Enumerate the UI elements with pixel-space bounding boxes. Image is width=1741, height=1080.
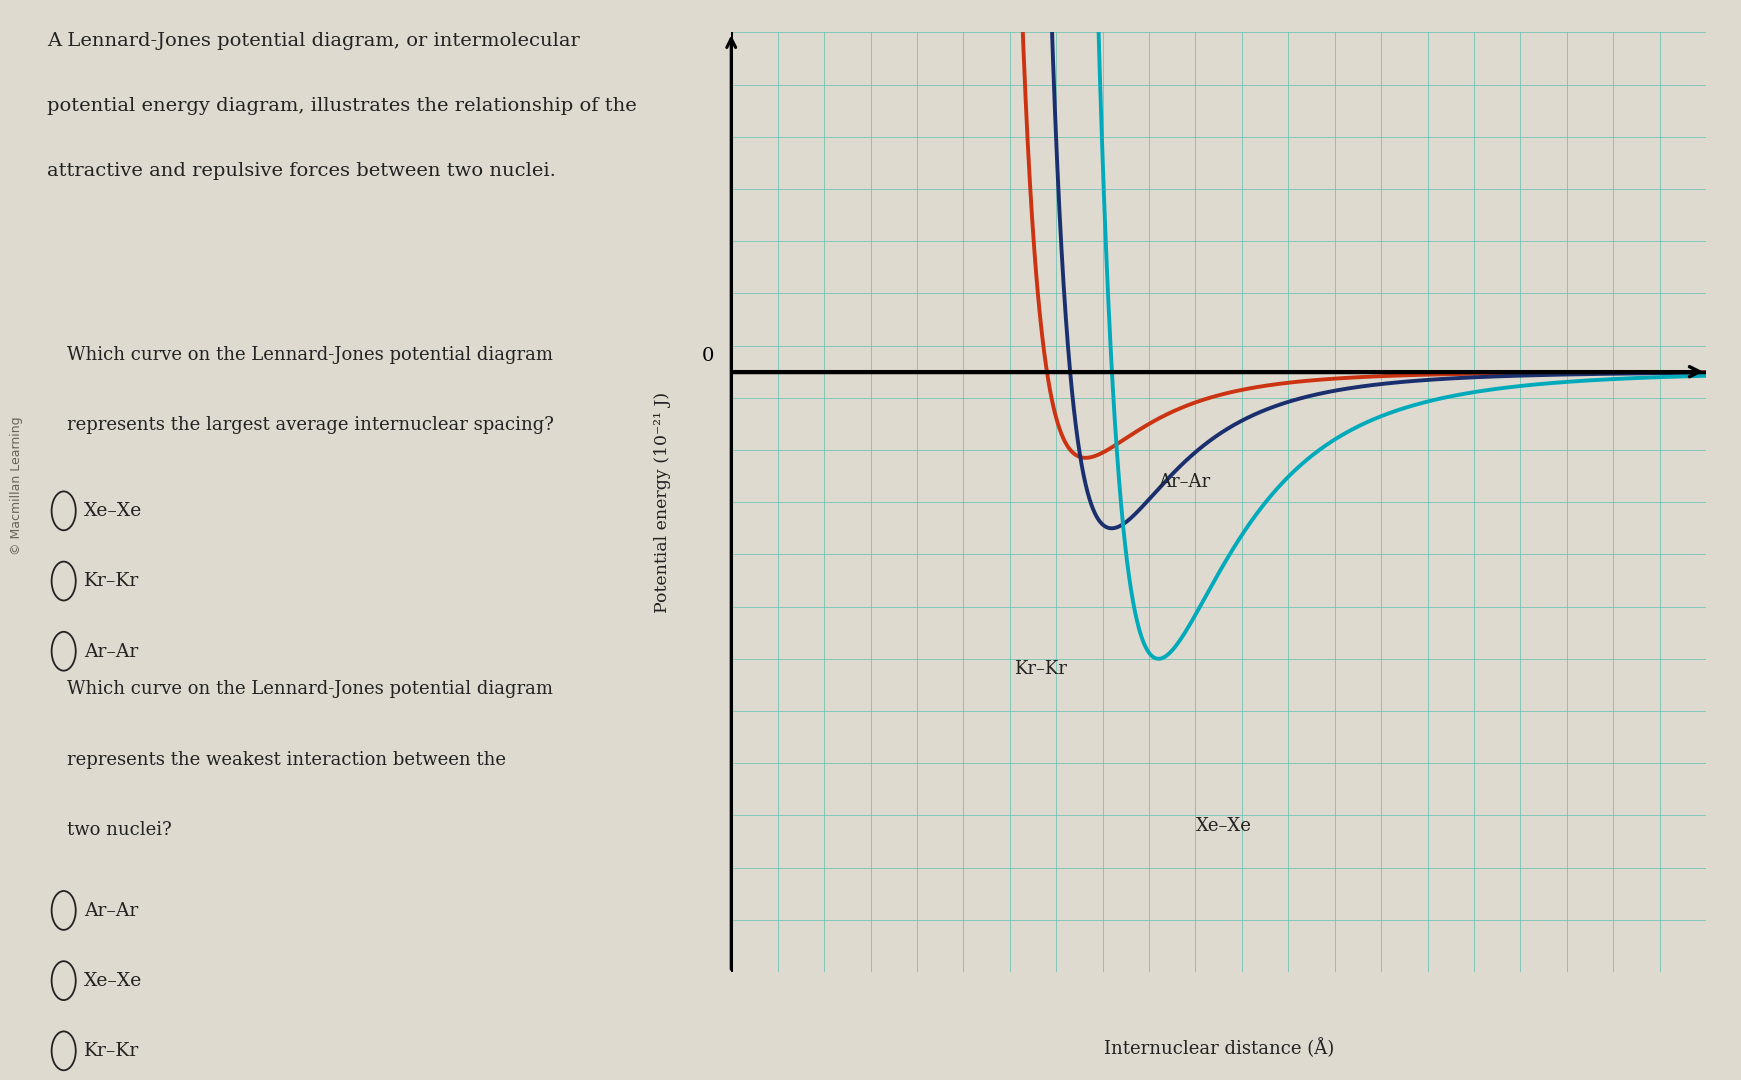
Text: Kr–Kr: Kr–Kr <box>84 1042 139 1061</box>
Text: Which curve on the Lennard-Jones potential diagram: Which curve on the Lennard-Jones potenti… <box>66 346 554 364</box>
Text: Potential energy (10⁻²¹ J): Potential energy (10⁻²¹ J) <box>655 392 672 612</box>
Text: attractive and repulsive forces between two nuclei.: attractive and repulsive forces between … <box>47 162 555 180</box>
Text: represents the weakest interaction between the: represents the weakest interaction betwe… <box>66 751 507 769</box>
Text: Xe–Xe: Xe–Xe <box>84 972 143 990</box>
Text: A Lennard-Jones potential diagram, or intermolecular: A Lennard-Jones potential diagram, or in… <box>47 32 580 51</box>
Text: Xe–Xe: Xe–Xe <box>84 502 143 521</box>
Text: Internuclear distance (Å): Internuclear distance (Å) <box>1104 1038 1334 1057</box>
Text: Which curve on the Lennard-Jones potential diagram: Which curve on the Lennard-Jones potenti… <box>66 680 554 699</box>
Text: Ar–Ar: Ar–Ar <box>1158 473 1210 490</box>
Text: Kr–Kr: Kr–Kr <box>1015 661 1067 678</box>
Text: two nuclei?: two nuclei? <box>66 821 172 839</box>
Text: Xe–Xe: Xe–Xe <box>1196 818 1252 835</box>
Text: 0: 0 <box>702 348 714 365</box>
Text: Kr–Kr: Kr–Kr <box>84 572 139 591</box>
Text: represents the largest average internuclear spacing?: represents the largest average internucl… <box>66 416 554 434</box>
Text: potential energy diagram, illustrates the relationship of the: potential energy diagram, illustrates th… <box>47 97 637 116</box>
Text: Ar–Ar: Ar–Ar <box>84 902 138 920</box>
Text: Ar–Ar: Ar–Ar <box>84 643 138 661</box>
Text: © Macmillan Learning: © Macmillan Learning <box>10 417 23 555</box>
